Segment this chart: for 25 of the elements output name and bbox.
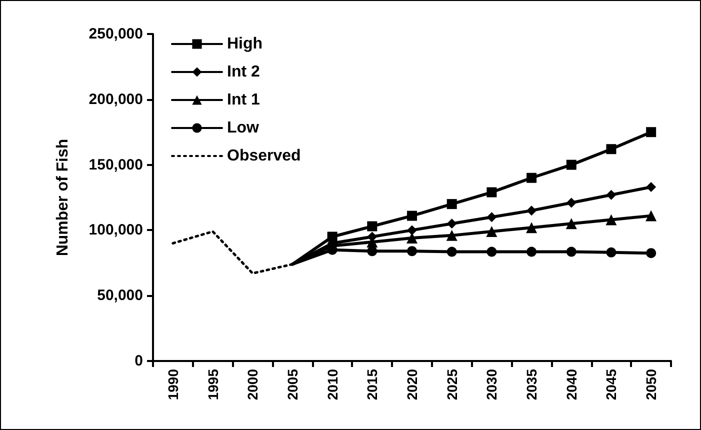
x-tick-label: 2030 (484, 368, 500, 400)
x-tick-label: 2010 (324, 368, 340, 400)
legend-label: High (227, 36, 263, 52)
x-tick-label: 2050 (643, 368, 660, 400)
legend-label: Low (227, 120, 260, 136)
y-tick-label: 150,000 (88, 156, 143, 174)
legend-label: Int 1 (227, 92, 260, 108)
x-tick-label: 2035 (524, 368, 540, 400)
x-tick-label: 2025 (444, 368, 460, 400)
y-tick-label: 100,000 (88, 222, 143, 239)
x-tick-label: 2045 (603, 368, 620, 400)
x-tick-label: 1990 (164, 368, 181, 400)
x-tick-label: 2015 (364, 368, 380, 400)
legend-label: Int 2 (227, 64, 260, 80)
y-tick-label: 50,000 (97, 287, 143, 304)
y-tick-label: 250,000 (88, 26, 143, 42)
y-tick-label: 0 (134, 352, 143, 370)
y-axis-title: Number of Fish (54, 138, 72, 256)
x-tick-label: 2000 (244, 368, 261, 400)
x-tick-label: 2040 (563, 368, 580, 400)
x-tick-label: 2005 (284, 368, 300, 400)
y-tick-label: 200,000 (88, 90, 143, 108)
legend-label: Observed (227, 148, 301, 164)
x-tick-label: 1995 (204, 368, 221, 400)
x-tick-label: 2020 (404, 368, 420, 400)
